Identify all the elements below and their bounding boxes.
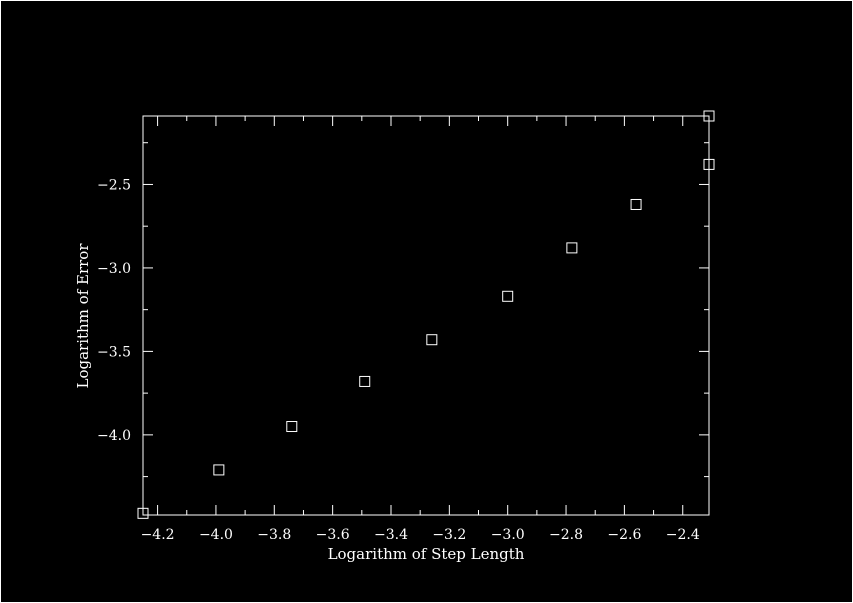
y-tick-label: −4.0	[97, 428, 131, 444]
y-tick-label: −3.0	[97, 261, 131, 277]
x-tick-label: −3.2	[432, 527, 466, 543]
x-tick-label: −2.4	[666, 527, 700, 543]
data-point	[213, 464, 225, 476]
data-point	[703, 110, 715, 122]
x-tick-label: −3.0	[491, 527, 525, 543]
x-axis-label: Logarithm of Step Length	[328, 545, 525, 563]
data-point	[137, 507, 149, 519]
x-tick-label: −4.0	[199, 527, 233, 543]
data-point	[630, 198, 642, 210]
data-point	[703, 158, 715, 170]
x-tick-label: −3.4	[374, 527, 408, 543]
x-tick-label: −2.6	[607, 527, 641, 543]
x-tick-label: −4.2	[141, 527, 175, 543]
y-tick-label: −3.5	[97, 344, 131, 360]
data-point	[359, 375, 371, 387]
plot-area	[142, 115, 710, 516]
data-point	[426, 334, 438, 346]
x-axis: −4.2 −4.0 −3.8 −3.6 −3.4 −3.2 −3.0 −2.8 −2.6 −2.4	[141, 116, 700, 543]
data-point	[286, 421, 298, 433]
x-tick-label: −3.6	[316, 527, 350, 543]
data-series	[137, 110, 715, 519]
data-point	[566, 242, 578, 254]
x-tick-label: −3.8	[257, 527, 291, 543]
data-point	[502, 290, 514, 302]
y-axis: −4.0 −3.5 −3.0 −2.5	[97, 142, 709, 478]
x-tick-label: −2.8	[549, 527, 583, 543]
y-tick-label: −2.5	[97, 177, 131, 193]
y-axis-label: Logarithm of Error	[74, 243, 92, 389]
